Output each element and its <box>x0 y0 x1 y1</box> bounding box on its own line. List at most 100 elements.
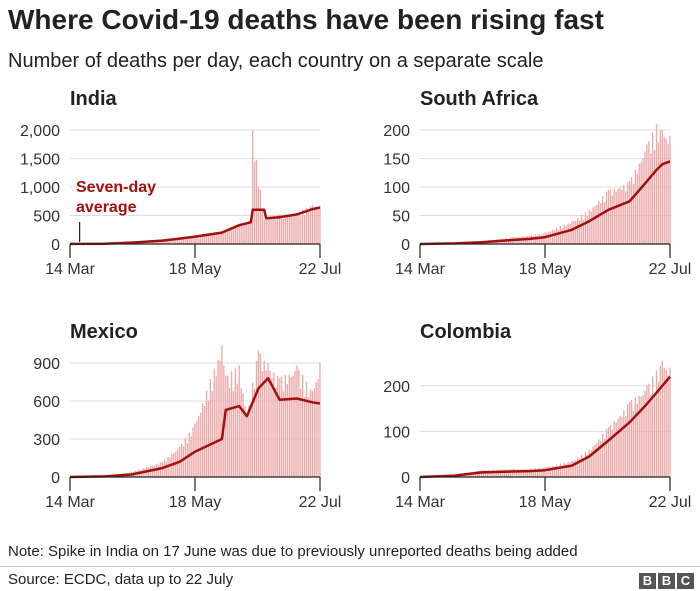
y-tick-label: 600 <box>33 394 60 411</box>
daily-bar <box>634 169 637 244</box>
daily-bar <box>177 238 179 244</box>
daily-bar <box>284 375 287 477</box>
daily-bar <box>286 217 288 244</box>
daily-bar <box>215 376 217 477</box>
daily-bar <box>586 216 588 244</box>
daily-bar <box>571 221 573 244</box>
daily-bar <box>603 202 606 244</box>
daily-bar <box>303 396 306 477</box>
daily-bar <box>236 227 238 244</box>
daily-bar <box>309 206 312 244</box>
daily-bar <box>486 471 488 477</box>
daily-bar <box>577 457 579 477</box>
daily-bar <box>567 223 569 244</box>
daily-bar <box>253 389 256 477</box>
daily-bar <box>280 214 283 244</box>
daily-bar <box>602 434 604 477</box>
daily-bar <box>588 209 590 244</box>
daily-bar <box>532 469 535 477</box>
daily-bar <box>492 469 494 477</box>
daily-bar <box>165 461 167 477</box>
daily-bar <box>261 209 263 244</box>
daily-bar <box>275 219 277 244</box>
daily-bar <box>223 230 225 244</box>
daily-bar <box>553 466 556 477</box>
daily-bar <box>167 239 169 244</box>
daily-bar <box>630 177 633 244</box>
daily-bar <box>278 214 281 244</box>
daily-bar <box>603 439 606 477</box>
daily-bar <box>163 239 165 244</box>
daily-bar <box>521 469 523 477</box>
daily-bar <box>642 158 644 244</box>
daily-bar <box>290 377 292 477</box>
daily-bar <box>515 470 517 477</box>
daily-bar <box>559 226 562 244</box>
daily-bar <box>319 205 321 244</box>
daily-bar <box>596 204 598 244</box>
source-text: Source: ECDC, data up to 22 July <box>8 571 234 588</box>
daily-bar <box>667 375 669 477</box>
daily-bar <box>252 130 254 244</box>
daily-bar <box>188 236 190 244</box>
daily-bar <box>213 368 215 477</box>
daily-bar <box>194 235 196 244</box>
daily-bar <box>621 416 623 477</box>
x-tick-label: 22 Jul <box>299 494 342 511</box>
daily-bar <box>500 469 502 477</box>
daily-bar <box>221 230 223 244</box>
daily-bar <box>196 420 198 477</box>
daily-bar <box>202 234 204 244</box>
daily-bar <box>655 124 658 244</box>
daily-bar <box>538 467 540 477</box>
daily-bar <box>228 229 231 244</box>
daily-bar <box>563 224 565 244</box>
x-tick-label: 14 Mar <box>395 494 445 511</box>
daily-bar <box>659 130 662 244</box>
daily-bar <box>605 429 608 477</box>
daily-bar <box>300 216 302 244</box>
daily-bar <box>178 237 181 244</box>
daily-bar <box>640 396 642 477</box>
daily-bar <box>532 236 535 244</box>
chart-south-africa: 0 50 100 150 200 14 Mar 18 May 22 Jul <box>383 123 691 278</box>
daily-bar <box>563 462 565 477</box>
bbc-logo: B B C <box>639 573 694 589</box>
footer-divider <box>0 566 700 567</box>
daily-bar <box>228 388 231 477</box>
daily-bar <box>198 235 200 244</box>
daily-bar <box>190 237 192 244</box>
daily-bar <box>153 465 156 477</box>
daily-bar <box>565 464 567 477</box>
daily-bar <box>555 227 558 244</box>
daily-bar <box>582 219 585 244</box>
daily-bar <box>225 230 227 244</box>
daily-bar <box>300 388 302 477</box>
daily-bar <box>269 370 271 477</box>
daily-bar <box>242 222 244 244</box>
daily-bar <box>221 345 223 477</box>
daily-bar <box>590 450 592 477</box>
daily-bar <box>623 409 625 477</box>
y-tick-label: 500 <box>33 209 60 226</box>
daily-bar <box>523 469 525 477</box>
daily-bar <box>165 240 167 244</box>
daily-bar <box>657 142 660 244</box>
daily-bar <box>561 228 563 244</box>
daily-bar <box>605 191 608 244</box>
daily-bar <box>617 189 619 244</box>
daily-bar <box>319 363 321 477</box>
panel-south-africa: South Africa 0 50 100 150 200 14 Mar 18 May 22 … <box>350 88 691 298</box>
daily-bar <box>552 229 554 244</box>
daily-bar <box>621 189 623 244</box>
daily-bar <box>659 366 662 477</box>
daily-bar <box>211 391 213 477</box>
x-tick-label: 18 May <box>519 261 571 278</box>
daily-bar <box>502 469 504 477</box>
daily-bar <box>232 391 235 477</box>
daily-bar <box>627 404 629 477</box>
daily-bar <box>234 225 237 244</box>
chart-subtitle: Number of deaths per day, each country o… <box>8 50 544 72</box>
daily-bar <box>236 383 238 477</box>
daily-bar <box>517 468 519 477</box>
